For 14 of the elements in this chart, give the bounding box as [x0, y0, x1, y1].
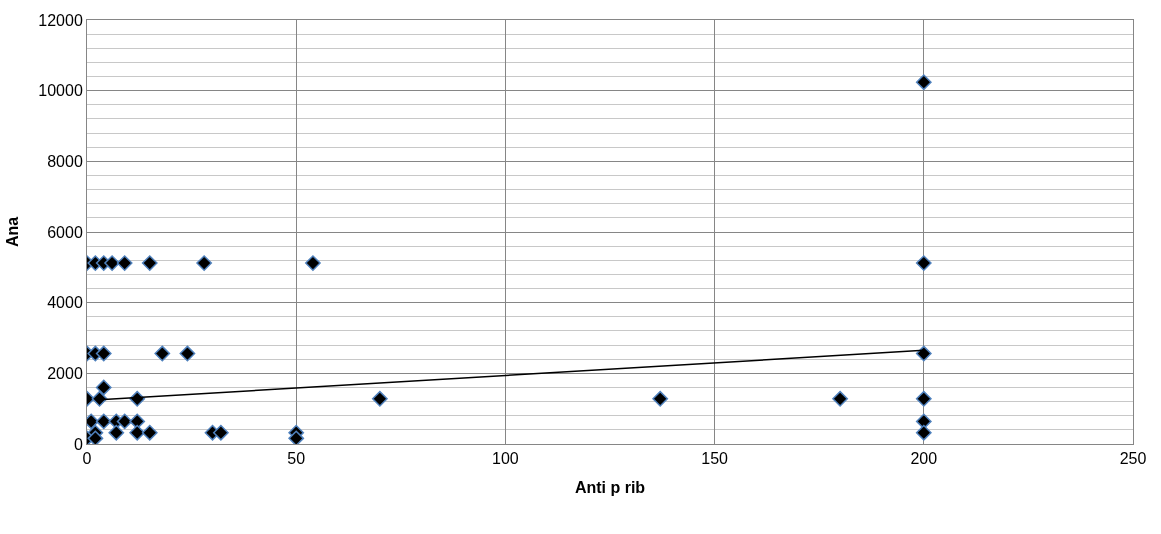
x-tick-label: 150 — [701, 450, 729, 468]
x-tick-label: 50 — [287, 450, 306, 468]
y-tick-label: 4000 — [47, 294, 83, 312]
x-tick-label: 100 — [492, 450, 519, 468]
y-tick-label: 6000 — [47, 223, 83, 241]
y-tick-label: 10000 — [38, 82, 83, 100]
x-tick-label: 200 — [910, 450, 938, 468]
y-tick-label: 0 — [73, 435, 83, 453]
y-tick-label: 12000 — [38, 11, 83, 29]
x-tick-label: 250 — [1119, 450, 1147, 468]
x-axis-title: Anti p rib — [574, 478, 646, 496]
y-tick-label: 8000 — [47, 152, 83, 170]
y-tick-label: 2000 — [47, 364, 83, 382]
y-axis-title: Ana — [4, 216, 22, 248]
